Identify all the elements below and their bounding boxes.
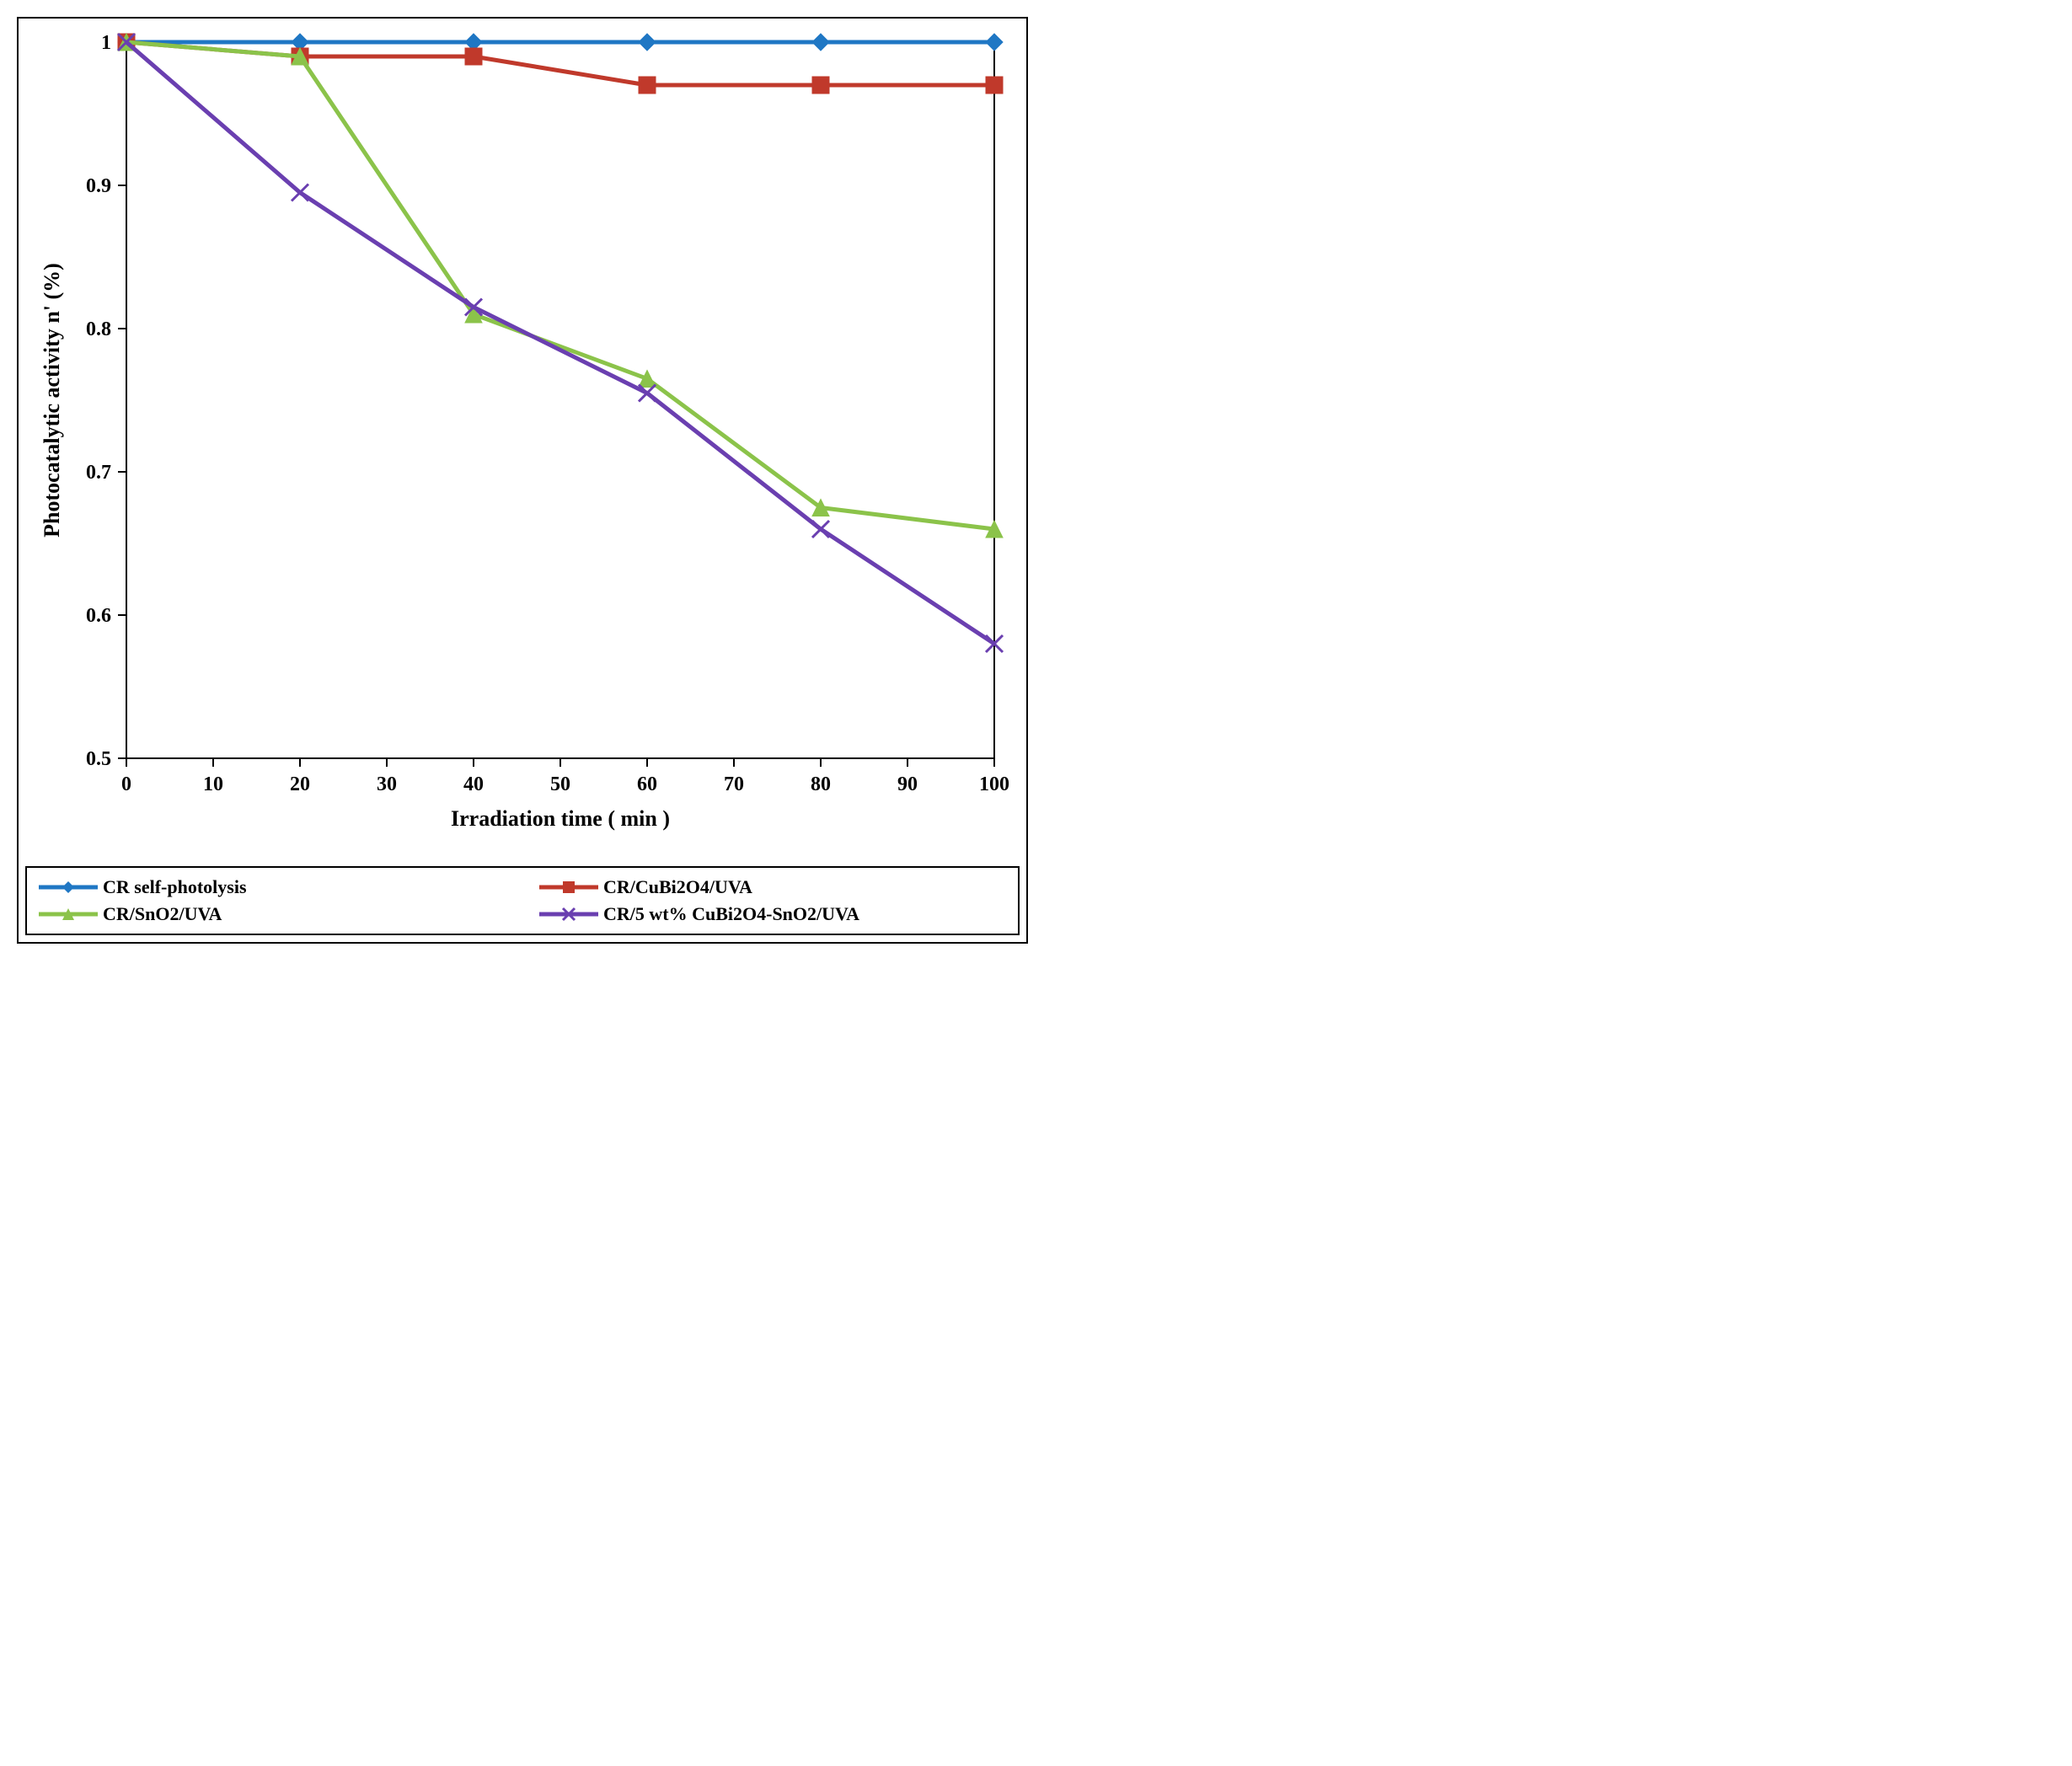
y-axis-label: Photocatalytic activity n' (%): [40, 263, 64, 538]
legend-label: CR self-photolysis: [103, 876, 247, 898]
svg-text:100: 100: [979, 773, 1009, 795]
svg-text:0.6: 0.6: [86, 605, 111, 627]
legend-item: CR/5 wt% CuBi2O4-SnO2/UVA: [539, 903, 1006, 925]
legend-swatch: [39, 879, 98, 896]
line-chart: 0 10 20 30 40 50 60 70 80 90 100 0.5 0.6 0.7 0.8 0.9 1 Ir…: [25, 25, 1020, 851]
chart-container: 0 10 20 30 40 50 60 70 80 90 100 0.5 0.6 0.7 0.8 0.9 1 Ir…: [17, 17, 1028, 944]
legend-label: CR/SnO2/UVA: [103, 903, 222, 925]
legend-label: CR/CuBi2O4/UVA: [603, 876, 752, 898]
svg-text:10: 10: [203, 773, 223, 795]
svg-text:0.5: 0.5: [86, 748, 111, 770]
svg-text:50: 50: [550, 773, 570, 795]
svg-text:0: 0: [121, 773, 131, 795]
svg-text:0.8: 0.8: [86, 318, 111, 340]
svg-text:60: 60: [637, 773, 657, 795]
svg-text:70: 70: [724, 773, 744, 795]
svg-text:0.9: 0.9: [86, 175, 111, 197]
svg-text:0.7: 0.7: [86, 462, 111, 484]
legend-item: CR self-photolysis: [39, 876, 506, 898]
legend-swatch: [539, 879, 598, 896]
svg-text:80: 80: [811, 773, 831, 795]
legend-swatch: [539, 906, 598, 923]
svg-text:20: 20: [290, 773, 310, 795]
legend-item: CR/SnO2/UVA: [39, 903, 506, 925]
legend-swatch: [39, 906, 98, 923]
legend-label: CR/5 wt% CuBi2O4-SnO2/UVA: [603, 903, 859, 925]
x-axis-label: Irradiation time ( min ): [451, 806, 670, 831]
legend-item: CR/CuBi2O4/UVA: [539, 876, 1006, 898]
svg-text:40: 40: [463, 773, 484, 795]
legend: CR self-photolysis CR/CuBi2O4/UVA CR/SnO2/…: [25, 866, 1020, 935]
svg-text:30: 30: [377, 773, 397, 795]
svg-text:90: 90: [897, 773, 918, 795]
svg-text:1: 1: [101, 32, 111, 54]
